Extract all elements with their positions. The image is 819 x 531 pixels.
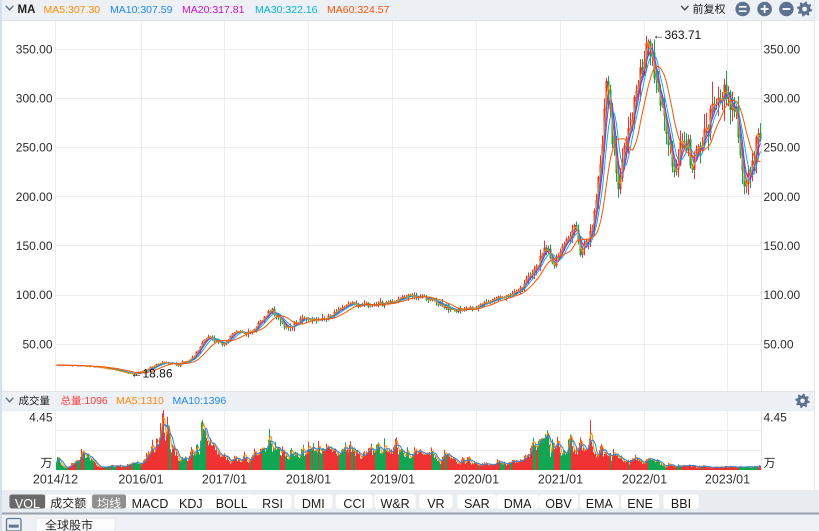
svg-text:MA10:307.59: MA10:307.59 <box>110 4 173 16</box>
svg-text:W&R: W&R <box>381 497 410 511</box>
svg-text:←18.86: ←18.86 <box>131 366 173 380</box>
svg-text:2020/01: 2020/01 <box>454 472 499 486</box>
svg-text:2019/01: 2019/01 <box>370 472 415 486</box>
svg-text:MA5:1310: MA5:1310 <box>116 395 164 407</box>
svg-text:350.00: 350.00 <box>764 42 801 56</box>
svg-text:50.00: 50.00 <box>764 337 794 351</box>
svg-text:EMA: EMA <box>586 497 614 511</box>
svg-text:250.00: 250.00 <box>764 141 801 155</box>
svg-text:MA10:1396: MA10:1396 <box>173 395 227 407</box>
svg-text:4.45: 4.45 <box>29 411 53 425</box>
svg-text:2018/01: 2018/01 <box>286 472 331 486</box>
svg-text:OBV: OBV <box>545 497 572 511</box>
svg-text:VR: VR <box>427 497 444 511</box>
svg-text:SAR: SAR <box>464 497 490 511</box>
svg-text:2016/01: 2016/01 <box>118 472 163 486</box>
svg-text:2023/01: 2023/01 <box>705 472 750 486</box>
svg-text:4.45: 4.45 <box>764 411 788 425</box>
svg-text:2017/01: 2017/01 <box>202 472 247 486</box>
svg-text:350.00: 350.00 <box>16 42 53 56</box>
svg-text:200.00: 200.00 <box>16 190 53 204</box>
svg-text::1096: :1096 <box>82 395 108 407</box>
svg-text:MA30:322.16: MA30:322.16 <box>255 4 318 16</box>
svg-text:200.00: 200.00 <box>764 190 801 204</box>
svg-text:MA: MA <box>18 4 36 16</box>
svg-text:100.00: 100.00 <box>16 288 53 302</box>
svg-text:100.00: 100.00 <box>764 288 801 302</box>
svg-text:MA60:324.57: MA60:324.57 <box>327 4 390 16</box>
svg-text:150.00: 150.00 <box>764 239 801 253</box>
svg-text:50.00: 50.00 <box>22 337 52 351</box>
svg-text:2021/01: 2021/01 <box>538 472 583 486</box>
svg-text:MA20:317.81: MA20:317.81 <box>182 4 245 16</box>
svg-text:DMI: DMI <box>302 497 325 511</box>
svg-text:KDJ: KDJ <box>179 497 203 511</box>
svg-text:BBI: BBI <box>671 497 691 511</box>
svg-text:←363.71: ←363.71 <box>653 28 702 42</box>
svg-text:300.00: 300.00 <box>16 92 53 106</box>
svg-text:BOLL: BOLL <box>216 497 248 511</box>
svg-text:MA5:307.30: MA5:307.30 <box>44 4 101 16</box>
svg-text:ENE: ENE <box>627 497 653 511</box>
svg-text:MACD: MACD <box>132 497 169 511</box>
svg-text:CCI: CCI <box>343 497 365 511</box>
svg-text:250.00: 250.00 <box>16 141 53 155</box>
svg-text:DMA: DMA <box>504 497 532 511</box>
svg-text:VOL: VOL <box>15 497 40 511</box>
svg-text:2022/01: 2022/01 <box>622 472 667 486</box>
svg-text:150.00: 150.00 <box>16 239 53 253</box>
svg-text:300.00: 300.00 <box>764 92 801 106</box>
svg-text:2014/12: 2014/12 <box>33 472 78 486</box>
svg-text:RSI: RSI <box>262 497 283 511</box>
